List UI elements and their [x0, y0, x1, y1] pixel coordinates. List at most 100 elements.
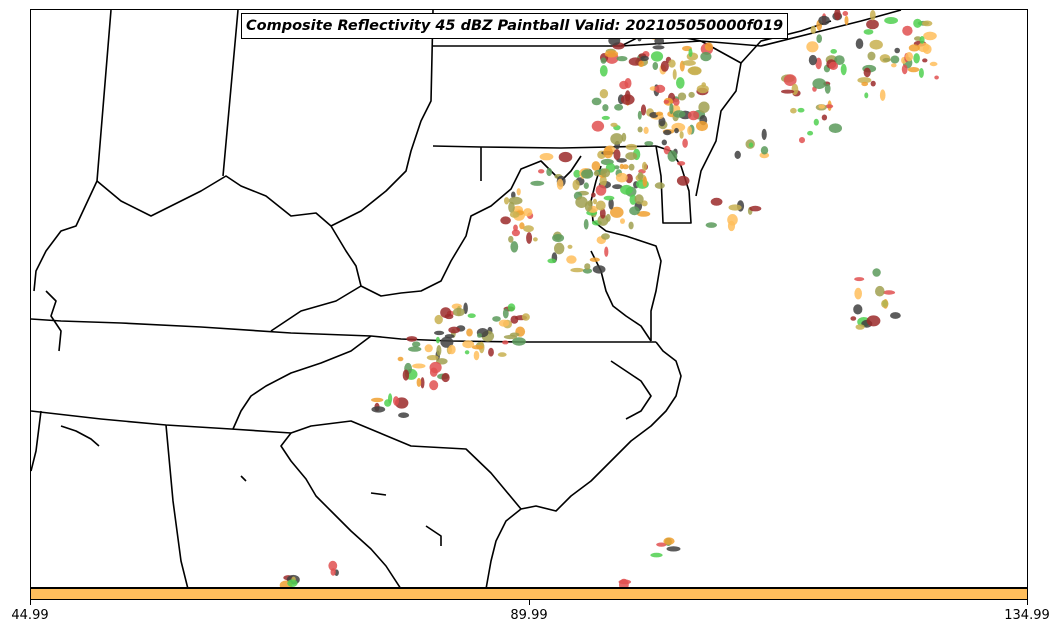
paintball-blob [907, 67, 920, 73]
paintball-blob [412, 363, 426, 369]
paintball-blob [566, 255, 577, 264]
paintball-blob [891, 63, 897, 68]
paintball-blob [855, 38, 864, 49]
paintball-blob [600, 57, 607, 64]
paintball-blob [918, 68, 924, 78]
paintball-blob [828, 61, 839, 70]
paintball-blob [869, 10, 876, 21]
paintball-blob [620, 94, 635, 105]
paintball-blob [371, 406, 386, 413]
paintball-blob [466, 328, 473, 337]
paintball-blob [890, 312, 901, 319]
paintball-blob [625, 143, 638, 151]
paintball-blob [672, 110, 686, 118]
river-mississippi [45, 290, 62, 352]
paintball-blob [663, 99, 670, 104]
paintball-blob [462, 340, 475, 349]
paintball-blob [901, 64, 908, 75]
boundary-al-ga [165, 424, 189, 587]
paintball-blob [790, 107, 797, 114]
coastline-nc-sounds [610, 360, 652, 420]
paintball-blob [526, 232, 533, 244]
paintball-blob [426, 355, 439, 361]
paintball-blob [882, 57, 891, 62]
coastline-va-bay [590, 250, 652, 342]
paintball-blob [629, 194, 637, 205]
paintball-blob [677, 92, 687, 101]
paintball-blob [728, 204, 742, 211]
paintball-blob [818, 15, 830, 26]
paintball-blob [502, 308, 509, 319]
paintball-blob [761, 128, 767, 141]
paintball-blob [815, 57, 822, 70]
paintball-blob [688, 91, 695, 98]
paintball-blob [682, 138, 688, 148]
boundary-maryland-chesapeake [590, 165, 662, 341]
paintball-blob [682, 60, 696, 66]
paintball-blob [599, 208, 606, 219]
paintball-blob [863, 29, 874, 35]
paintball-blob [808, 54, 818, 66]
paintball-blob [727, 220, 736, 232]
paintball-blob [592, 265, 606, 274]
paintball-blob [654, 37, 665, 45]
paintball-blob [905, 52, 913, 62]
paintball-blob [654, 182, 665, 189]
paintball-blob [673, 98, 680, 106]
paintball-blob [863, 67, 871, 78]
paintball-blob [637, 172, 644, 181]
paintball-blob [872, 268, 881, 277]
coastline-sc-islands [485, 508, 522, 587]
paintball-blob [781, 89, 795, 94]
colorbar-tick-label-left: 44.99 [11, 608, 49, 623]
paintball-blob [436, 345, 442, 356]
paintball-blob [672, 69, 677, 80]
paintball-blob [402, 369, 410, 381]
paintball-blob [546, 167, 553, 177]
paintball-blob [521, 313, 530, 321]
lake-sc-1 [240, 475, 247, 482]
boundary-wv-west [330, 155, 582, 297]
paintball-blob [759, 152, 770, 159]
paintball-blob [554, 242, 565, 255]
paintball-blob [620, 218, 625, 224]
paintball-blob [583, 182, 589, 189]
paintball-blob [582, 268, 593, 274]
paintball-blob [825, 104, 834, 109]
paintball-blob [806, 41, 819, 53]
paintball-blob [572, 179, 580, 191]
boundary-ohio-east [222, 10, 239, 177]
paintball-blob [834, 55, 845, 65]
paintball-blob [397, 356, 404, 362]
boundary-tn-nc [232, 335, 372, 430]
paintball-blob [783, 74, 797, 86]
paintball-blob [601, 233, 610, 240]
paintball-blob [869, 39, 883, 50]
boundary-wv-north [330, 10, 434, 227]
paintball-blob [661, 139, 667, 146]
paintball-blob [818, 104, 825, 109]
paintball-blob [610, 122, 618, 127]
paintball-blob [406, 336, 418, 342]
paintball-blob [583, 219, 589, 230]
paintball-blob [640, 104, 647, 116]
paintball-blob [638, 60, 644, 67]
paintball-blob [644, 141, 654, 146]
paintball-blob [913, 18, 922, 28]
paintball-blob [595, 184, 607, 196]
paintball-blob [643, 126, 649, 134]
paintball-blob [452, 307, 465, 317]
boundary-ohio-west [33, 10, 112, 292]
paintball-blob [610, 206, 624, 218]
paintball-blob [687, 126, 692, 135]
paintball-blob [330, 568, 336, 576]
paintball-blob [615, 172, 628, 183]
paintball-blob [816, 34, 822, 43]
paintball-blob [575, 196, 588, 208]
paintball-blob [652, 45, 665, 50]
paintball-blob [435, 336, 440, 344]
paintball-blob [570, 267, 584, 273]
paintball-blob [922, 20, 933, 27]
paintball-blob [866, 19, 879, 30]
paintball-blob [704, 42, 714, 51]
